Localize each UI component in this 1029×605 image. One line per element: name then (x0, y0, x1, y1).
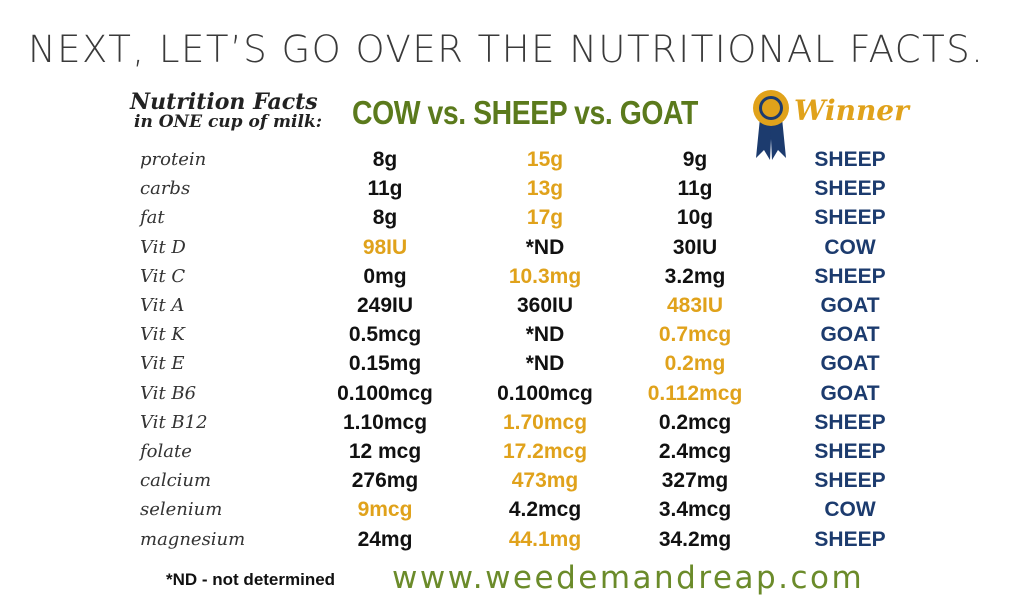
winner-value: GOAT (820, 323, 880, 347)
page-headline: NEXT, LET’S GO OVER THE NUTRITIONAL FACT… (28, 28, 985, 71)
nutrient-label: Vit E (140, 353, 185, 375)
website-url: www.weedemandreap.com (392, 560, 865, 596)
cow-value: 9mcg (357, 498, 413, 522)
winner-value: SHEEP (814, 148, 886, 171)
nutrient-label: Vit C (140, 265, 186, 287)
winner-value: SHEEP (814, 469, 886, 493)
table-row: magnesium 24mg 44.1mg 34.2mg SHEEP (130, 526, 930, 554)
sheep-value: 17.2mcg (502, 440, 588, 463)
intro-line-2: in ONE cup of milk: (134, 112, 323, 132)
cow-value: 276mg (351, 469, 419, 493)
sheep-value: *ND (525, 352, 565, 376)
cow-value: 11g (367, 177, 403, 201)
nutrient-label: protein (140, 149, 207, 170)
goat-value: 0.112mcg (647, 381, 743, 405)
cow-value: 0mg (363, 264, 407, 288)
sheep-value: 473mg (511, 469, 579, 493)
nutrient-label: magnesium (140, 528, 246, 550)
table-intro: Nutrition Facts in ONE cup of milk: (130, 89, 323, 132)
cow-value: 0.5mcg (348, 323, 422, 347)
winner-value: SHEEP (814, 264, 886, 288)
winner-value: GOAT (820, 294, 880, 317)
goat-value: 3.4mcg (658, 498, 732, 522)
sheep-value: 13g (526, 177, 564, 201)
table-row: Vit D 98IU *ND 30IU COW (130, 234, 930, 262)
nutrient-label: calcium (140, 470, 212, 492)
sheep-value: 360IU (516, 294, 574, 317)
goat-value: 3.2mg (664, 264, 726, 288)
nutrient-label: Vit B12 (140, 411, 208, 433)
intro-line-1: Nutrition Facts (130, 89, 318, 115)
table-row: selenium 9mcg 4.2mcg 3.4mcg COW (130, 496, 930, 524)
nutrient-label: Vit D (140, 236, 186, 258)
sheep-value: 17g (526, 206, 564, 230)
nutrient-label: selenium (140, 499, 223, 521)
goat-value: 11g (677, 177, 713, 201)
sheep-value: 0.100mcg (497, 381, 593, 405)
nutrient-label: Vit K (140, 324, 185, 346)
nutrient-label: carbs (140, 178, 191, 200)
comparison-title: COW vs. SHEEP vs. GOAT (352, 94, 698, 131)
footnote: *ND - not determined (166, 570, 336, 589)
table-row: Vit B6 0.100mcg 0.100mcg 0.112mcg GOAT (130, 380, 930, 408)
table-row: folate 12 mcg 17.2mcg 2.4mcg SHEEP (130, 438, 930, 466)
table-row: Vit B12 1.10mcg 1.70mcg 0.2mcg SHEEP (130, 409, 930, 437)
table-row: Vit E 0.15mg *ND 0.2mg GOAT (130, 350, 930, 378)
goat-value: 9g (682, 148, 708, 171)
table-row: Vit C 0mg 10.3mg 3.2mg SHEEP (130, 263, 930, 291)
table-row: protein 8g 15g 9g SHEEP (130, 146, 930, 174)
cow-value: 249IU (356, 294, 414, 317)
goat-value: 0.2mg (664, 352, 726, 376)
sheep-value: *ND (525, 323, 565, 347)
sheep-value: 1.70mcg (502, 410, 588, 434)
goat-value: 327mg (661, 469, 729, 493)
sheep-value: 44.1mg (508, 527, 582, 551)
table-row: Vit A 249IU 360IU 483IU GOAT (130, 292, 930, 320)
sheep-value: 4.2mcg (508, 498, 582, 522)
goat-value: 30IU (672, 235, 718, 259)
cow-value: 8g (372, 148, 398, 171)
nutrition-comparison-card: Nutrition Facts in ONE cup of milk: COW … (130, 88, 930, 603)
nutrient-label: fat (140, 207, 165, 229)
nutrient-label: Vit B6 (140, 382, 197, 404)
winner-value: SHEEP (814, 410, 886, 434)
nutrient-label: Vit A (140, 295, 185, 316)
sheep-value: 10.3mg (508, 264, 582, 288)
goat-value: 2.4mcg (658, 440, 732, 463)
sheep-value: 15g (526, 148, 564, 171)
table-row: Vit K 0.5mcg *ND 0.7mcg GOAT (130, 321, 930, 349)
goat-value: 0.7mcg (658, 323, 732, 347)
cow-value: 98IU (362, 235, 408, 259)
table-row: carbs 11g 13g 11g SHEEP (130, 175, 930, 203)
winner-value: SHEEP (814, 527, 886, 551)
goat-value: 0.2mcg (658, 410, 732, 434)
cow-value: 12 mcg (348, 440, 422, 463)
winner-value: SHEEP (814, 440, 886, 463)
cow-value: 1.10mcg (342, 410, 428, 434)
table-row: calcium 276mg 473mg 327mg SHEEP (130, 467, 930, 495)
winner-value: SHEEP (814, 177, 886, 201)
goat-value: 10g (676, 206, 714, 230)
table-row: fat 8g 17g 10g SHEEP (130, 204, 930, 232)
winner-value: COW (824, 235, 876, 259)
cow-value: 24mg (357, 527, 413, 551)
cow-value: 8g (372, 206, 398, 230)
winner-value: COW (824, 498, 876, 522)
award-ribbon-icon (753, 90, 789, 160)
nutrient-label: folate (140, 441, 192, 462)
winner-column-header: Winner (794, 94, 909, 127)
winner-value: GOAT (820, 352, 880, 376)
cow-value: 0.15mg (348, 352, 422, 376)
cow-value: 0.100mcg (337, 381, 433, 405)
goat-value: 483IU (666, 294, 724, 317)
winner-value: SHEEP (814, 206, 886, 230)
winner-value: GOAT (820, 381, 880, 405)
goat-value: 34.2mg (658, 527, 732, 551)
sheep-value: *ND (525, 235, 565, 259)
